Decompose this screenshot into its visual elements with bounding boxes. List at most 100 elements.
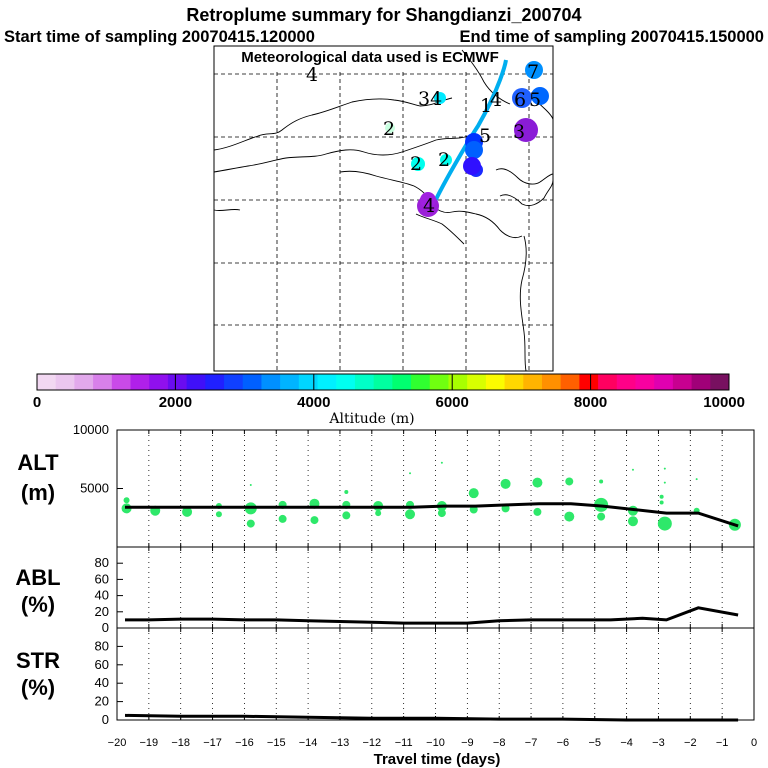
panel-label: ABL: [15, 565, 60, 590]
panel-label-units: (%): [21, 592, 55, 617]
x-tick-label: −8: [493, 737, 506, 749]
altitude-dot: [278, 514, 287, 523]
colorbar-swatch: [55, 374, 75, 390]
time-series-panels: 500010000ALT(m)020406080ABL(%)020406080S…: [15, 422, 757, 749]
x-tick-label: −5: [588, 737, 601, 749]
x-tick-label: −11: [395, 737, 413, 749]
x-tick-label: 0: [751, 737, 757, 749]
colorbar: 0 2000 4000 6000 8000 10000: [33, 373, 745, 411]
colorbar-tick-label: 2000: [159, 394, 192, 411]
map-coastlines: [213, 49, 554, 372]
colorbar-swatch: [467, 374, 487, 390]
colorbar-swatch: [336, 374, 356, 390]
colorbar-swatch: [37, 374, 57, 390]
colorbar-swatch: [205, 374, 225, 390]
x-tick-label: −4: [620, 737, 633, 749]
map-day-label: 2: [383, 118, 395, 140]
colorbar-swatch: [504, 374, 524, 390]
altitude-dot: [437, 509, 446, 518]
map-day-label: 5: [529, 89, 541, 111]
chart-subtitle-start: Start time of sampling 20070415.120000: [4, 28, 315, 46]
map-day-label: 2: [438, 149, 450, 171]
map-day-label: 3: [513, 121, 525, 143]
panel-label-units: (m): [21, 480, 55, 505]
colorbar-label: Altitude (m): [328, 411, 414, 427]
altitude-dot: [249, 483, 252, 486]
map-marker: [514, 118, 538, 142]
altitude-dot: [468, 488, 479, 499]
altitude-dot: [310, 516, 319, 525]
altitude-dot: [405, 509, 416, 520]
map-day-label: 4: [490, 89, 502, 111]
panel-label: STR: [16, 648, 60, 673]
map-marker: [434, 92, 446, 104]
colorbar-swatch: [317, 374, 337, 390]
map-graticule: [214, 72, 553, 371]
altitude-dot: [246, 519, 255, 528]
y-tick-label: 20: [95, 604, 109, 619]
map-panel: 4 2 2 2 5 1 4 6 5 3 7 34 4: [213, 45, 554, 372]
x-tick-label: −10: [426, 737, 445, 749]
panel-str: 0 20 40 60 80 STR(%): [16, 627, 755, 727]
chart-subtitle-end: End time of sampling 20070415.150000: [460, 28, 765, 46]
x-tick-label: −2: [684, 737, 697, 749]
series-line: [124, 713, 739, 722]
altitude-dot: [500, 478, 511, 489]
map-day-label: 1: [480, 95, 492, 117]
altitude-dot: [375, 510, 382, 517]
x-tick-label: −12: [362, 737, 381, 749]
map-marker: [463, 157, 481, 175]
y-tick-label: 40: [95, 675, 109, 690]
x-tick-label: −19: [140, 737, 159, 749]
series-line: [125, 502, 739, 528]
colorbar-swatch: [130, 374, 150, 390]
map-marker: [525, 61, 543, 79]
altitude-dot: [631, 468, 634, 471]
map-day-label: 2: [410, 153, 422, 175]
colorbar-swatch: [242, 374, 262, 390]
map-day-label: 7: [527, 61, 539, 83]
colorbar-tick-label: 10000: [703, 394, 745, 411]
colorbar-swatch: [298, 374, 319, 390]
y-tick-label: 10000: [73, 422, 109, 437]
map-day-labels: 4 2 2 2 5 1 4 6 5 3 7 34 4: [306, 61, 541, 217]
x-tick-label: −13: [331, 737, 350, 749]
altitude-dot: [695, 478, 698, 481]
map-markers: [385, 61, 549, 217]
y-tick-label: 80: [95, 555, 109, 570]
altitude-dot: [627, 516, 638, 527]
colorbar-swatch: [167, 374, 188, 390]
y-tick-label: 0: [102, 712, 109, 727]
colorbar-swatch: [74, 374, 94, 390]
x-tick-label: −15: [267, 737, 286, 749]
y-tick-label: 40: [95, 588, 109, 603]
x-tick-label: −14: [299, 737, 318, 749]
altitude-dot: [215, 511, 222, 518]
altitude-dot: [533, 507, 542, 516]
colorbar-swatch: [691, 374, 711, 390]
map-day-label: 4: [306, 64, 318, 86]
y-tick-label: 60: [95, 657, 109, 672]
altitude-dot: [599, 479, 604, 484]
colorbar-swatch: [373, 374, 393, 390]
colorbar-swatch: [448, 374, 468, 390]
x-tick-label: −9: [461, 737, 474, 749]
map-marker: [440, 154, 452, 166]
altitude-dot: [659, 500, 664, 505]
colorbar-swatch: [149, 374, 169, 390]
altitude-dot: [657, 516, 672, 531]
altitude-dot: [564, 511, 575, 522]
x-tick-label: −6: [557, 737, 570, 749]
altitude-dot: [597, 512, 606, 521]
series-line: [125, 606, 739, 625]
y-tick-label: 20: [95, 694, 109, 709]
colorbar-swatch: [485, 374, 506, 390]
map-day-label: 34: [418, 88, 442, 110]
altitude-dot: [663, 481, 666, 484]
altitude-dot: [344, 490, 349, 495]
altitude-dot: [342, 511, 351, 520]
colorbar-tick-label: 4000: [297, 394, 330, 411]
panel-alt: 5000 10000 ALT (m): [17, 422, 755, 548]
colorbar-swatch: [523, 374, 543, 390]
